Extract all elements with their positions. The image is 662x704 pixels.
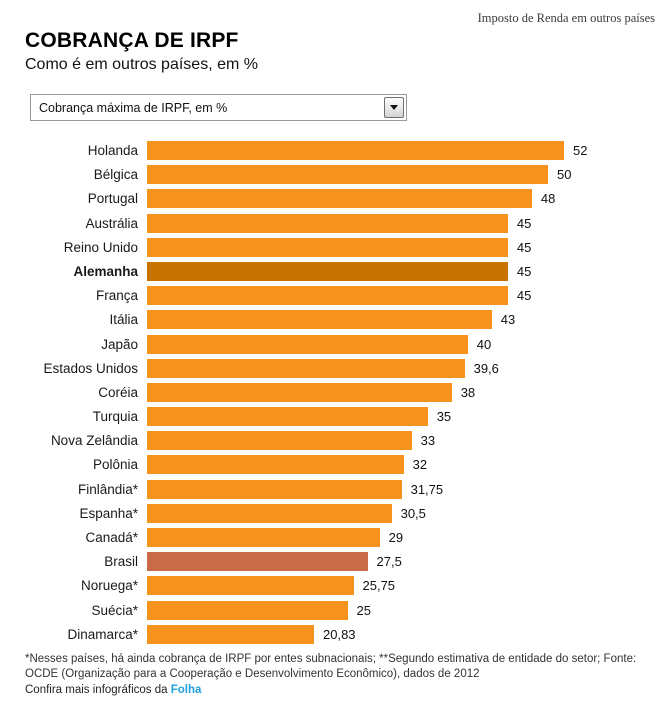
bar-row: Suécia* 25	[0, 600, 662, 620]
country-label: Reino Unido	[63, 239, 138, 255]
chevron-down-icon	[390, 105, 398, 110]
country-bar	[147, 503, 392, 523]
country-label: Espanha*	[79, 505, 138, 521]
country-label: Austrália	[85, 215, 138, 231]
country-label: Brasil	[104, 554, 138, 570]
value-label: 50	[557, 167, 572, 183]
value-label: 45	[516, 288, 532, 304]
page-title: COBRANÇA DE IRPF	[25, 29, 239, 52]
value-label: 45	[516, 263, 532, 279]
country-label: Suécia*	[91, 602, 138, 618]
country-label: Finlândia*	[77, 481, 138, 497]
country-label: Noruega*	[80, 578, 138, 594]
country-bar	[147, 189, 532, 209]
footnote-text: *Nesses países, há ainda cobrança de IRP…	[25, 653, 637, 681]
page-subtitle: Como é em outros países, em %	[25, 56, 258, 73]
bar-row: Dinamarca* 20,83	[0, 624, 662, 644]
country-label: Polônia	[92, 457, 138, 473]
bar-row: Alemanha 45	[0, 261, 662, 281]
value-label: 25,75	[362, 578, 396, 594]
country-bar	[147, 358, 465, 378]
bar-row: Canadá* 29	[0, 528, 662, 547]
bar-row: Turquia 35	[0, 407, 662, 427]
bar-row: Nova Zelândia 33	[0, 431, 662, 451]
country-label: Holanda	[87, 143, 138, 158]
country-bar	[147, 165, 548, 185]
bar-row: Finlândia* 31,75	[0, 479, 662, 499]
value-label: 35	[436, 409, 452, 425]
value-label: 39,6	[473, 360, 499, 376]
value-label: 45	[516, 215, 532, 231]
kicker-text: Imposto de Renda em outros países	[477, 11, 655, 25]
value-label: 30,5	[400, 505, 426, 521]
country-label: Japão	[101, 336, 138, 352]
bar-chart: Holanda 52 Bélgica 50 Portugal 48 Austrália 45 R…	[0, 141, 662, 649]
value-label: 27,5	[376, 554, 402, 570]
country-bar	[147, 624, 314, 644]
value-label: 48	[540, 191, 556, 207]
country-bar	[147, 141, 564, 160]
value-label: 32	[412, 457, 428, 473]
bar-row: Coréia 38	[0, 382, 662, 402]
value-label: 29	[388, 530, 404, 545]
value-label: 52	[573, 143, 588, 158]
bar-row: Holanda 52	[0, 141, 662, 160]
value-label: 33	[420, 433, 436, 449]
value-label: 45	[516, 239, 532, 255]
chart-footer: *Nesses países, há ainda cobrança de IRP…	[25, 652, 647, 699]
country-bar	[147, 237, 508, 257]
country-label: Coréia	[98, 384, 138, 400]
bar-row: Noruega* 25,75	[0, 576, 662, 596]
country-label: Portugal	[87, 191, 138, 207]
bar-row: Austrália 45	[0, 213, 662, 233]
country-bar	[147, 407, 428, 427]
country-label: Bélgica	[93, 167, 138, 183]
country-bar	[147, 431, 412, 451]
bar-row: Polônia 32	[0, 455, 662, 475]
country-bar	[147, 334, 468, 354]
country-bar	[147, 382, 452, 402]
bar-row: Estados Unidos 39,6	[0, 358, 662, 378]
country-bar	[147, 286, 508, 306]
country-label: Dinamarca*	[67, 626, 138, 642]
value-label: 38	[460, 384, 476, 400]
metric-dropdown-selected: Cobrança máxima de IRPF, em %	[39, 100, 228, 115]
bar-row: Reino Unido 45	[0, 237, 662, 257]
value-label: 31,75	[410, 481, 444, 497]
bar-row: Brasil 27,5	[0, 552, 662, 572]
country-label: Estados Unidos	[43, 360, 138, 376]
country-label: Nova Zelândia	[50, 433, 138, 449]
country-bar	[147, 479, 402, 499]
bar-row: Bélgica 50	[0, 165, 662, 185]
more-infographics-line: Confira mais infográficos da Folha	[25, 683, 647, 698]
metric-dropdown[interactable]: Cobrança máxima de IRPF, em %	[30, 94, 407, 121]
value-label: 40	[476, 336, 492, 352]
bar-row: Itália 43	[0, 310, 662, 330]
bar-row: Japão 40	[0, 334, 662, 354]
country-bar	[147, 455, 404, 475]
folha-link[interactable]: Folha	[170, 684, 202, 697]
bar-row: Portugal 48	[0, 189, 662, 209]
country-bar	[147, 600, 348, 620]
country-bar	[147, 310, 492, 330]
country-label: Itália	[109, 312, 138, 328]
country-label: Alemanha	[73, 263, 138, 279]
value-label: 43	[500, 312, 516, 328]
value-label: 25	[356, 602, 371, 618]
country-bar	[147, 576, 354, 596]
dropdown-arrow-button[interactable]	[384, 97, 404, 118]
country-bar	[147, 213, 508, 233]
bar-row: França 45	[0, 286, 662, 306]
bar-row: Espanha* 30,5	[0, 503, 662, 523]
country-bar	[147, 528, 380, 547]
value-label: 20,83	[323, 626, 356, 642]
more-infographics-prefix: Confira mais infográficos da	[25, 684, 171, 697]
country-label: Canadá*	[85, 530, 138, 545]
country-label: Turquia	[92, 409, 138, 425]
country-bar	[147, 552, 368, 572]
country-bar	[147, 261, 508, 281]
country-label: França	[95, 288, 138, 304]
